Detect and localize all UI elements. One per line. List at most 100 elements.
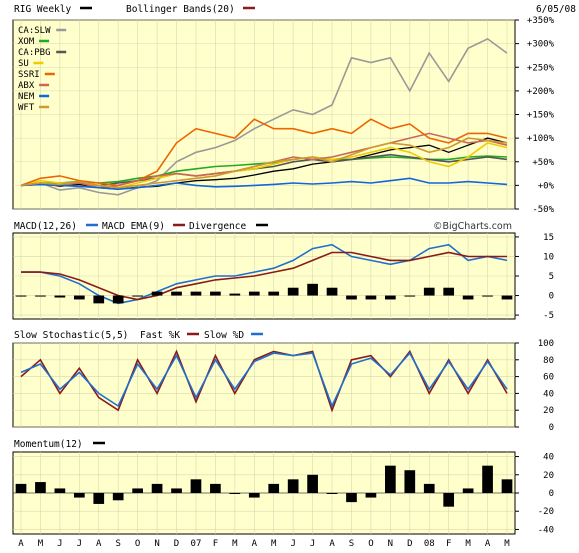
x-tick-label: O [368,539,373,549]
momentum-bar [190,479,202,493]
macd-y-ticks: 15 10 5 0 -5 [515,233,554,321]
x-tick-label: J [290,539,295,549]
x-tick-label: M [271,539,277,549]
x-tick-label: 07 [191,539,202,549]
divergence-bar [404,295,416,297]
divergence-bar [248,291,260,296]
x-tick-label: J [310,539,315,549]
momentum-bar [482,465,493,493]
divergence-bar [326,287,338,296]
y-tick-label: 0 [549,292,554,302]
legend-label: CA:PBG [18,48,51,58]
momentum-bar [171,488,182,493]
x-tick-label: D [407,539,412,549]
y-tick-label: 40 [543,389,554,399]
macd-plot [15,243,513,305]
momentum-bar [404,470,416,493]
y-tick-label: +200% [527,87,555,97]
y-tick-label: 100 [538,339,554,349]
y-tick-label: 60 [543,373,554,383]
y-tick-label: +50% [532,158,554,168]
price-plot [20,37,508,196]
momentum-bar [15,483,27,493]
divergence-bar [307,283,318,296]
x-tick-label: M [504,539,510,549]
divergence-bar [462,295,474,300]
series-line-wft [20,137,508,189]
legend-label: ABX [18,81,35,91]
legend-label: CA:SLW [18,26,51,36]
momentum-bar [73,493,85,498]
x-tick-label: M [232,539,238,549]
divergence-bar [443,287,455,296]
stochastic-title: Slow Stochastic(5,5) [14,330,128,341]
x-tick-label: A [18,539,24,549]
overlay-title: Bollinger Bands(20) [126,4,235,15]
y-tick-label: +300% [527,40,555,50]
momentum-y-ticks: 40 20 0 -20 -40 [515,453,554,535]
x-axis-labels: A M J J A S O N D 07 F M A M J J A S O N D 08 F M A M [18,539,510,549]
legend-label: SSRI [18,70,40,80]
stochastic-plot [20,349,508,413]
divergence-bar [112,295,124,304]
y-tick-label: +100% [527,134,555,144]
y-tick-label: 0 [549,489,554,499]
y-tick-label: 80 [543,356,554,366]
y-tick-label: 20 [543,471,554,481]
chart-date: 6/05/08 [536,4,576,15]
momentum-bar [93,493,105,504]
macd-ema-legend: MACD EMA(9) [102,221,165,232]
divergence-bar [365,295,377,300]
fast-k-legend: Fast %K [140,330,180,341]
momentum-bar [423,483,435,493]
stochastic-panel: 100 80 60 40 20 0 [12,339,554,433]
y-tick-label: +0% [538,181,555,191]
y-tick-label: -50% [532,205,554,215]
momentum-bar [151,483,163,493]
x-tick-label: A [329,539,335,549]
momentum-bar [268,483,280,493]
legend-label: NEM [18,92,35,102]
y-tick-label: 15 [543,233,554,243]
x-tick-label: S [115,539,120,549]
series-line-nem [20,177,508,191]
momentum-bar [210,483,221,493]
momentum-plot [13,465,515,507]
series-line-macd-ema-9 [21,251,507,301]
divergence-bar [132,295,143,297]
divergence-bar [93,295,105,304]
x-tick-label: N [388,539,393,549]
watermark: ©BigCharts.com [433,221,512,232]
divergence-bar [501,295,513,300]
y-tick-label: +250% [527,63,555,73]
series-line-slow-d [20,351,508,409]
x-tick-label: F [213,539,218,549]
momentum-bar [462,488,474,493]
x-tick-label: J [57,539,62,549]
divergence-bar [35,295,46,297]
series-line-ssri [20,118,508,187]
momentum-bar [443,493,455,507]
legend-label: WFT [18,103,35,113]
momentum-title: Momentum(12) [14,439,83,450]
momentum-bar [132,488,143,493]
x-tick-label: A [96,539,102,549]
y-tick-label: 40 [543,453,554,463]
divergence-bar [151,291,163,296]
divergence-bar [15,295,27,297]
x-tick-label: A [252,539,258,549]
x-tick-label: F [446,539,451,549]
y-tick-label: +150% [527,111,555,121]
x-tick-label: A [485,539,491,549]
price-y-ticks: +350% +300% +250% +200% +150% +100% +50% +0% -50… [515,16,555,215]
legend-label: SU [18,59,29,69]
divergence-bar [482,295,493,297]
series-line-fast-k [20,349,508,413]
chart-title: RIG Weekly [14,4,71,15]
y-tick-label: 0 [549,423,554,433]
y-tick-label: +350% [527,16,555,26]
macd-panel: 15 10 5 0 -5 [12,232,554,321]
slow-d-legend: Slow %D [204,330,244,341]
y-tick-label: -5 [543,311,554,321]
